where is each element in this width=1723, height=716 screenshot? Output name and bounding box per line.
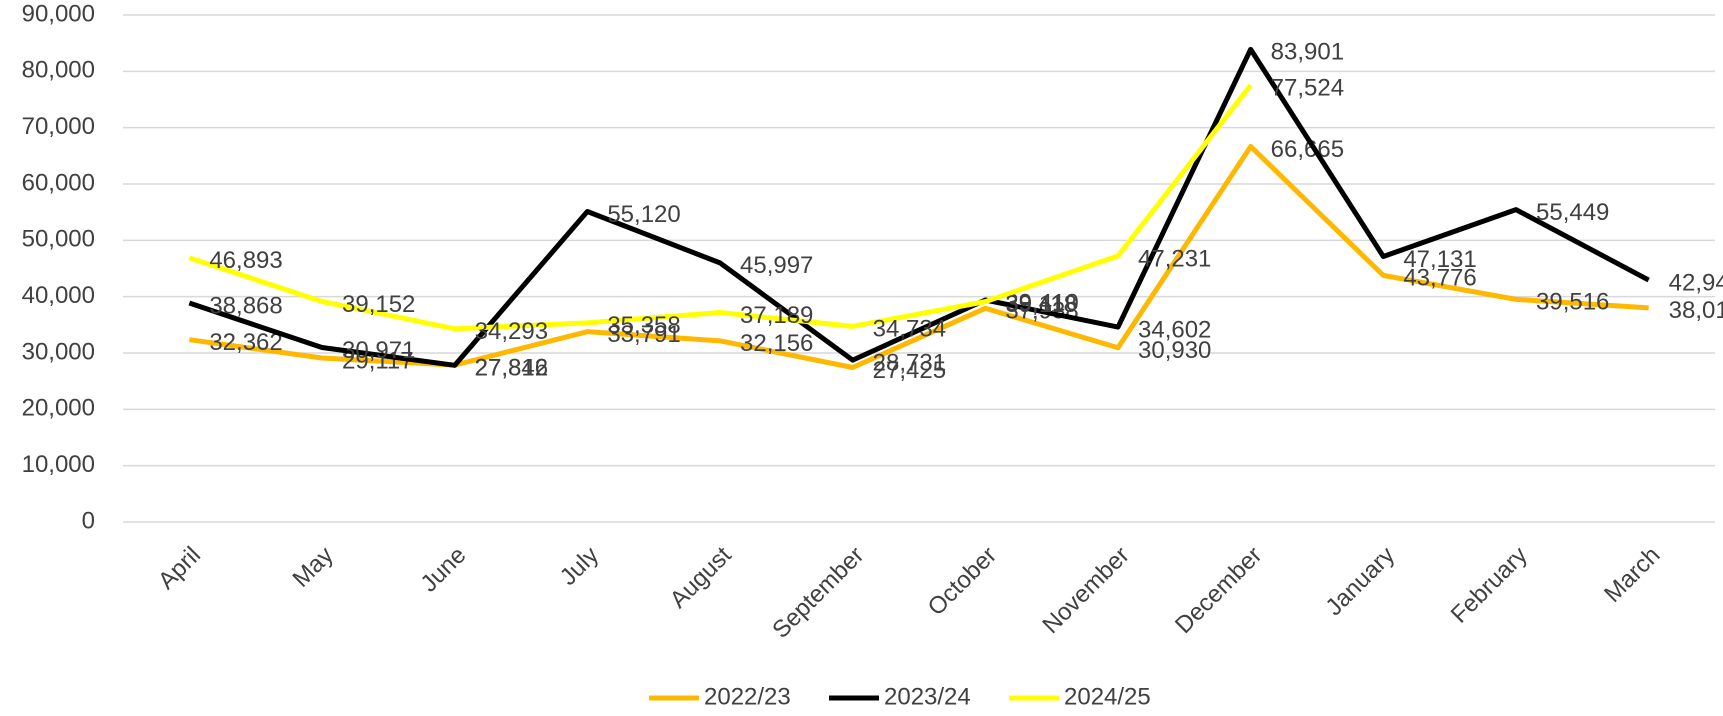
data-label: 39,410 [1005,289,1078,316]
data-label: 43,776 [1403,265,1476,292]
y-tick-label: 90,000 [22,0,95,27]
data-label: 34,734 [873,316,946,343]
legend-label: 2024/25 [1064,683,1151,710]
x-tick-label: June [416,542,472,598]
series-line [188,83,1253,332]
y-tick-label: 10,000 [22,451,95,478]
y-tick-label: 20,000 [22,395,95,422]
data-label: 83,901 [1271,39,1344,66]
data-label: 77,524 [1271,75,1344,102]
data-label: 46,893 [209,247,282,274]
legend-label: 2023/24 [884,683,971,710]
data-label: 45,997 [740,252,813,279]
x-tick-label: July [555,542,604,591]
series-line [188,46,1650,368]
y-tick-label: 60,000 [22,169,95,196]
data-label: 33,791 [607,321,680,348]
x-tick-label: December [1170,542,1267,639]
data-label: 34,602 [1138,316,1211,343]
y-tick-label: 80,000 [22,57,95,84]
y-tick-label: 70,000 [22,113,95,140]
data-label: 39,152 [342,291,415,318]
legend-label: 2022/23 [704,683,791,710]
x-tick-label: May [288,542,339,593]
x-tick-label: February [1446,542,1533,629]
data-label: 39,118 [1005,291,1077,318]
x-tick-label: March [1599,542,1665,608]
x-tick-label: September [767,542,869,644]
x-tick-label: August [665,541,737,613]
data-label: 30,930 [1138,337,1211,364]
data-label: 34,293 [475,318,548,345]
y-tick-label: 40,000 [22,282,95,309]
data-label: 32,156 [740,330,813,357]
data-label: 39,516 [1536,289,1609,316]
x-tick-label: April [153,542,206,595]
data-label: 38,014 [1669,297,1723,324]
data-label: 42,948 [1669,269,1723,296]
data-label: 27,425 [873,357,946,384]
data-label: 55,120 [607,201,680,228]
data-label: 35,358 [607,312,680,339]
data-label: 27,812 [475,355,548,382]
x-tick-label: November [1037,542,1134,639]
data-label: 47,231 [1138,245,1211,272]
data-label: 38,868 [209,292,282,319]
data-label: 28,731 [873,349,946,376]
x-tick-label: January [1321,542,1400,621]
y-tick-label: 0 [82,507,95,534]
data-label: 30,971 [342,337,415,364]
data-label: 55,449 [1536,199,1609,226]
data-label: 32,362 [209,329,282,356]
data-label: 37,189 [740,302,813,329]
data-label: 47,131 [1403,246,1476,273]
data-label: 27,846 [475,354,548,381]
y-tick-label: 30,000 [22,338,95,365]
x-tick-label: October [923,542,1002,621]
y-tick-label: 50,000 [22,226,95,253]
